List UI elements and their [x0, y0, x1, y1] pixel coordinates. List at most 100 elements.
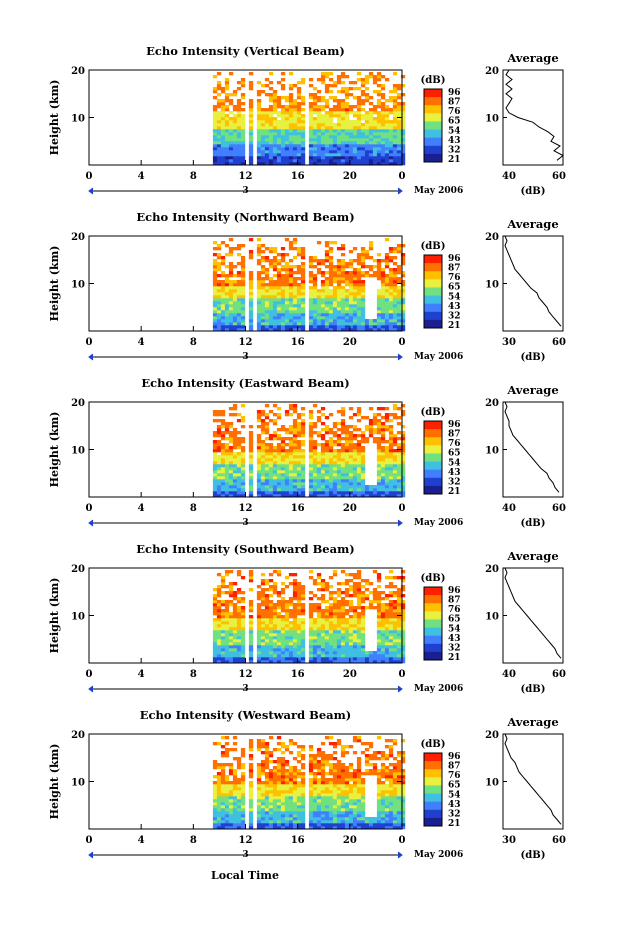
heatmap-cell: [396, 446, 402, 450]
heatmap-cell: [392, 796, 398, 800]
heatmap-cell: [240, 265, 246, 269]
heatmap-cell: [340, 612, 346, 616]
heatmap-cell: [388, 621, 394, 625]
heatmap-cell: [388, 120, 394, 124]
heatmap-cell: [284, 126, 290, 130]
heatmap-cell: [356, 654, 362, 658]
heatmap-cell: [228, 283, 234, 287]
heatmap-cell: [220, 482, 226, 486]
heatmap-cell: [228, 162, 234, 166]
heatmap-cell: [320, 313, 326, 317]
heatmap-cell: [228, 823, 234, 827]
heatmap-cell: [380, 277, 386, 281]
heatmap-cell: [380, 651, 386, 655]
heatmap-cell: [356, 817, 362, 821]
heatmap-cell: [268, 129, 274, 133]
heatmap-cell: [352, 289, 358, 293]
heatmap-cell: [308, 422, 314, 426]
heatmap-cell: [352, 286, 358, 290]
heatmap-cell: [360, 657, 366, 661]
heatmap-cell: [236, 244, 242, 248]
heatmap-cell: [336, 286, 342, 290]
heatmap-cell: [272, 132, 278, 136]
heatmap-cell: [308, 458, 314, 462]
heatmap-cell: [348, 407, 354, 411]
heatmap-cell: [344, 642, 350, 646]
heatmap-cell: [372, 90, 378, 94]
heatmap-cell: [308, 823, 314, 827]
heatmap-cell: [352, 162, 358, 166]
heatmap-cell: [308, 805, 314, 809]
x-tick-label: 12: [239, 337, 253, 348]
heatmap-cell: [320, 307, 326, 311]
heatmap-cell: [264, 636, 270, 640]
heatmap-cell: [332, 310, 338, 314]
heatmap-cell: [292, 84, 298, 88]
heatmap-cell: [300, 298, 306, 302]
heatmap-cell: [316, 259, 322, 263]
heatmap-cell: [308, 482, 314, 486]
heatmap-cell: [264, 153, 270, 157]
heatmap-cell: [216, 621, 222, 625]
heatmap-cell: [352, 654, 358, 658]
heatmap-cell: [324, 645, 330, 649]
heatmap-cell: [348, 105, 354, 109]
heatmap-cell: [236, 621, 242, 625]
heatmap-cell: [284, 123, 290, 127]
heatmap-cell: [360, 301, 366, 305]
heatmap-cell: [212, 443, 218, 447]
heatmap-cell: [380, 111, 386, 115]
heatmap-cell: [224, 485, 230, 489]
heatmap-cell: [272, 636, 278, 640]
heatmap-cell: [348, 648, 354, 652]
heatmap-cell: [336, 159, 342, 163]
heatmap-cell: [220, 603, 226, 607]
heatmap-cell: [232, 603, 238, 607]
heatmap-cell: [216, 410, 222, 414]
heatmap-cell: [316, 470, 322, 474]
heatmap-cell: [288, 627, 294, 631]
heatmap-cell: [256, 458, 262, 462]
y-tick-label: 10: [71, 446, 85, 457]
heatmap-cell: [224, 796, 230, 800]
heatmap-cell: [296, 597, 302, 601]
heatmap-cell: [320, 579, 326, 583]
heatmap-cell: [220, 313, 226, 317]
heatmap-cell: [224, 274, 230, 278]
heatmap-cell: [380, 636, 386, 640]
heatmap-cell: [320, 78, 326, 82]
heatmap-cell: [272, 612, 278, 616]
heatmap-cell: [272, 404, 278, 408]
heatmap-cell: [268, 153, 274, 157]
heatmap-cell: [400, 114, 406, 118]
heatmap-cell: [264, 811, 270, 815]
heatmap-cell: [292, 440, 298, 444]
heatmap-cell: [356, 419, 362, 423]
heatmap-cell: [232, 654, 238, 658]
heatmap-cell: [268, 654, 274, 658]
heatmap-cell: [348, 259, 354, 263]
heatmap-cell: [328, 271, 334, 275]
heatmap-cell: [240, 108, 246, 112]
heatmap-cell: [332, 633, 338, 637]
heatmap-cell: [236, 609, 242, 613]
heatmap-cell: [284, 328, 290, 332]
heatmap-cell: [212, 793, 218, 797]
panel-title: Echo Intensity (Westward Beam): [140, 708, 351, 722]
heatmap-cell: [316, 494, 322, 498]
heatmap-cell: [300, 796, 306, 800]
colorbar-segment: [424, 469, 442, 479]
heatmap-cell: [280, 153, 286, 157]
heatmap-cell: [212, 642, 218, 646]
heatmap-cell: [348, 328, 354, 332]
heatmap-cell: [376, 298, 382, 302]
heatmap-cell: [340, 639, 346, 643]
heatmap-cell: [232, 796, 238, 800]
heatmap-cell: [296, 81, 302, 85]
date-bar-arrow: [88, 685, 94, 693]
heatmap-cell: [240, 132, 246, 136]
heatmap-cell: [280, 618, 286, 622]
heatmap-cell: [368, 241, 374, 245]
heatmap-cell: [232, 455, 238, 459]
heatmap-cell: [328, 491, 334, 495]
